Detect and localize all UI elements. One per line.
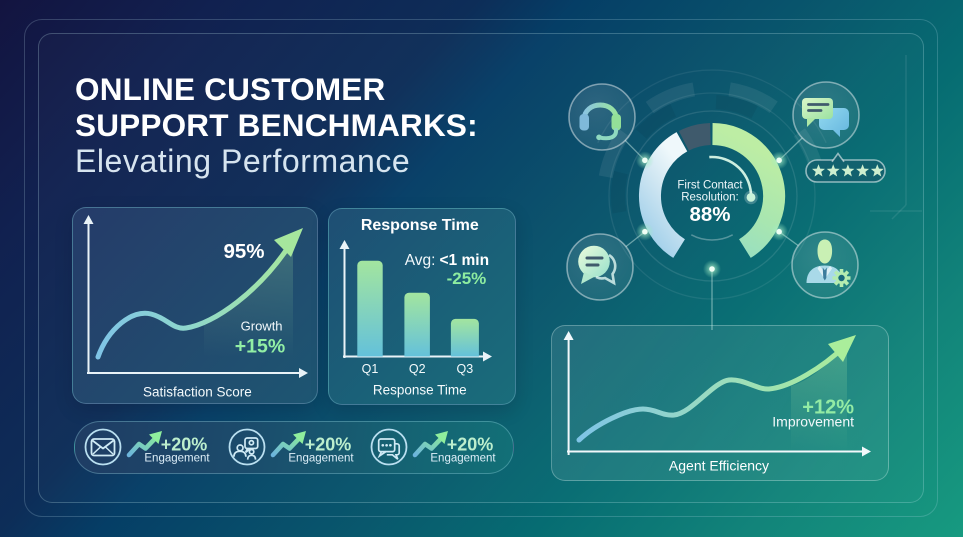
svg-text:+20%: +20%	[161, 435, 208, 455]
svg-text:Engagement: Engagement	[430, 453, 496, 465]
svg-text:Growth: Growth	[241, 319, 283, 334]
svg-text:95%: 95%	[223, 240, 264, 263]
svg-text:+20%: +20%	[447, 435, 494, 455]
svg-text:Engagement: Engagement	[288, 453, 354, 465]
svg-text:Q3: Q3	[457, 362, 474, 376]
svg-text:<1 min: <1 min	[440, 252, 490, 269]
svg-text:Agent Efficiency: Agent Efficiency	[669, 457, 769, 473]
svg-text:Q1: Q1	[362, 362, 379, 376]
svg-text:First Contact: First Contact	[677, 180, 743, 192]
svg-text:Response Time: Response Time	[373, 383, 467, 398]
svg-text:Satisfaction Score: Satisfaction Score	[143, 385, 252, 400]
svg-text:Response Time: Response Time	[361, 217, 479, 234]
svg-text:-25%: -25%	[447, 269, 487, 288]
svg-text:Avg:: Avg:	[405, 252, 436, 269]
svg-text:Resolution:: Resolution:	[681, 191, 739, 203]
svg-text:+20%: +20%	[305, 435, 352, 455]
svg-text:Q2: Q2	[409, 362, 426, 376]
svg-text:Engagement: Engagement	[144, 453, 210, 465]
svg-text:+12%: +12%	[802, 396, 854, 418]
svg-text:88%: 88%	[689, 203, 730, 226]
svg-text:+15%: +15%	[235, 335, 285, 357]
svg-text:Improvement: Improvement	[772, 414, 854, 430]
